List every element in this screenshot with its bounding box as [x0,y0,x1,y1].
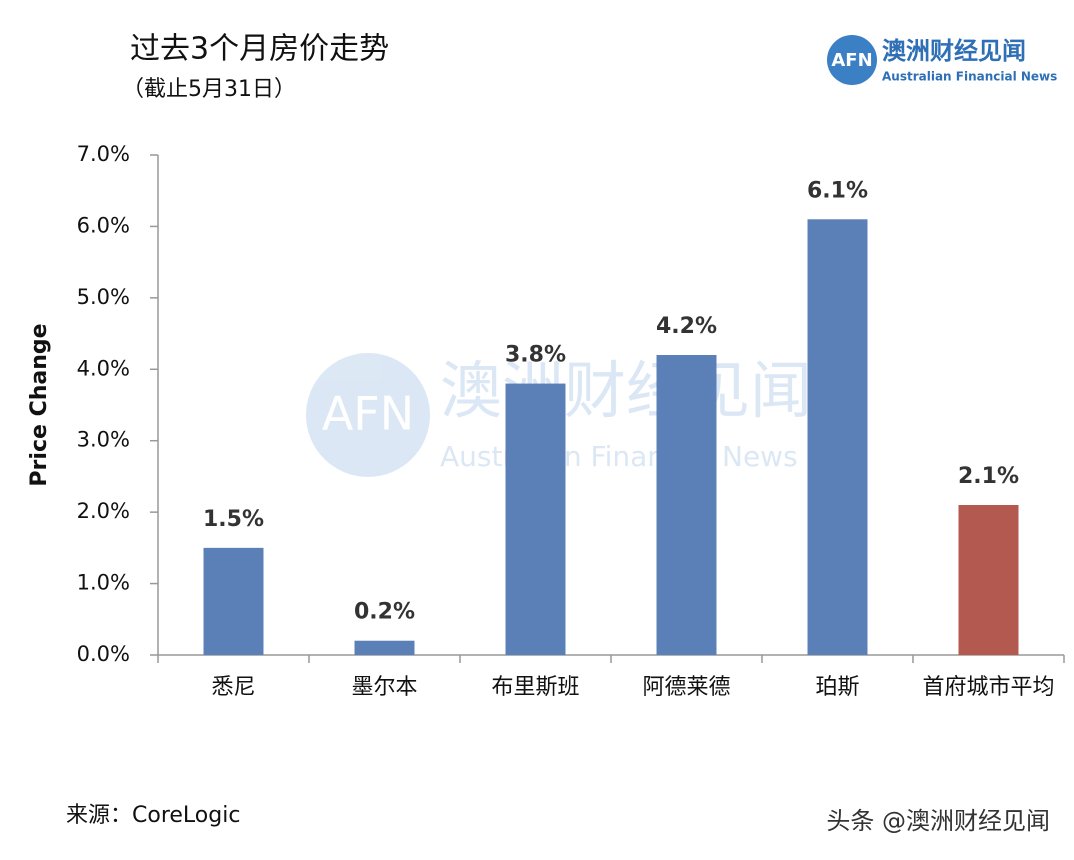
y-tick-label: 3.0% [77,428,130,452]
bar [656,355,717,655]
y-tick-label: 1.0% [77,571,130,595]
watermark: 头条 @澳洲财经见闻 [826,807,1050,835]
value-label: 4.2% [656,314,717,339]
source: 来源：CoreLogic [66,803,240,828]
y-axis-label: Price Change [27,323,52,486]
logo-name: 澳洲财经见闻 [882,37,1026,65]
center-watermark: AFN 澳洲财经见闻 Australian Financial News [306,353,812,477]
x-tick-label: 墨尔本 [351,675,417,700]
y-tick-label: 4.0% [77,356,130,380]
bar [958,505,1019,655]
value-label: 0.2% [354,600,415,625]
x-tick-label: 首府城市平均 [922,675,1054,700]
x-tick-label: 珀斯 [815,675,859,700]
value-label: 3.8% [505,343,566,368]
logo-name-en: Australian Financial News [882,70,1057,84]
bar [203,547,264,655]
watermark-mark: AFN [322,387,414,441]
y-tick-label: 2.0% [77,499,130,523]
watermark-name-en: Australian Financial News [440,440,798,473]
chart-title: 过去3个月房价走势 [130,32,389,67]
bar [505,383,566,655]
x-tick-label: 布里斯班 [491,675,579,700]
watermark-name: 澳洲财经见闻 [440,354,812,427]
chart-subtitle: （截止5月31日） [122,77,296,102]
y-tick-label: 7.0% [77,142,130,166]
x-tick-label: 阿德莱德 [642,675,730,700]
watermark-circle [306,353,430,477]
value-label: 6.1% [807,178,868,203]
x-tick-label: 悉尼 [211,675,255,700]
logo-mark: AFN [831,50,872,71]
value-label: 1.5% [203,507,264,532]
bar [354,640,415,655]
logo-circle [827,35,877,85]
y-tick-label: 5.0% [77,285,130,309]
y-tick-label: 6.0% [77,213,130,237]
y-tick-label: 0.0% [77,642,130,666]
bar [807,219,868,656]
value-label: 2.1% [958,464,1019,489]
logo: AFN 澳洲财经见闻 Australian Financial News [827,35,1057,85]
